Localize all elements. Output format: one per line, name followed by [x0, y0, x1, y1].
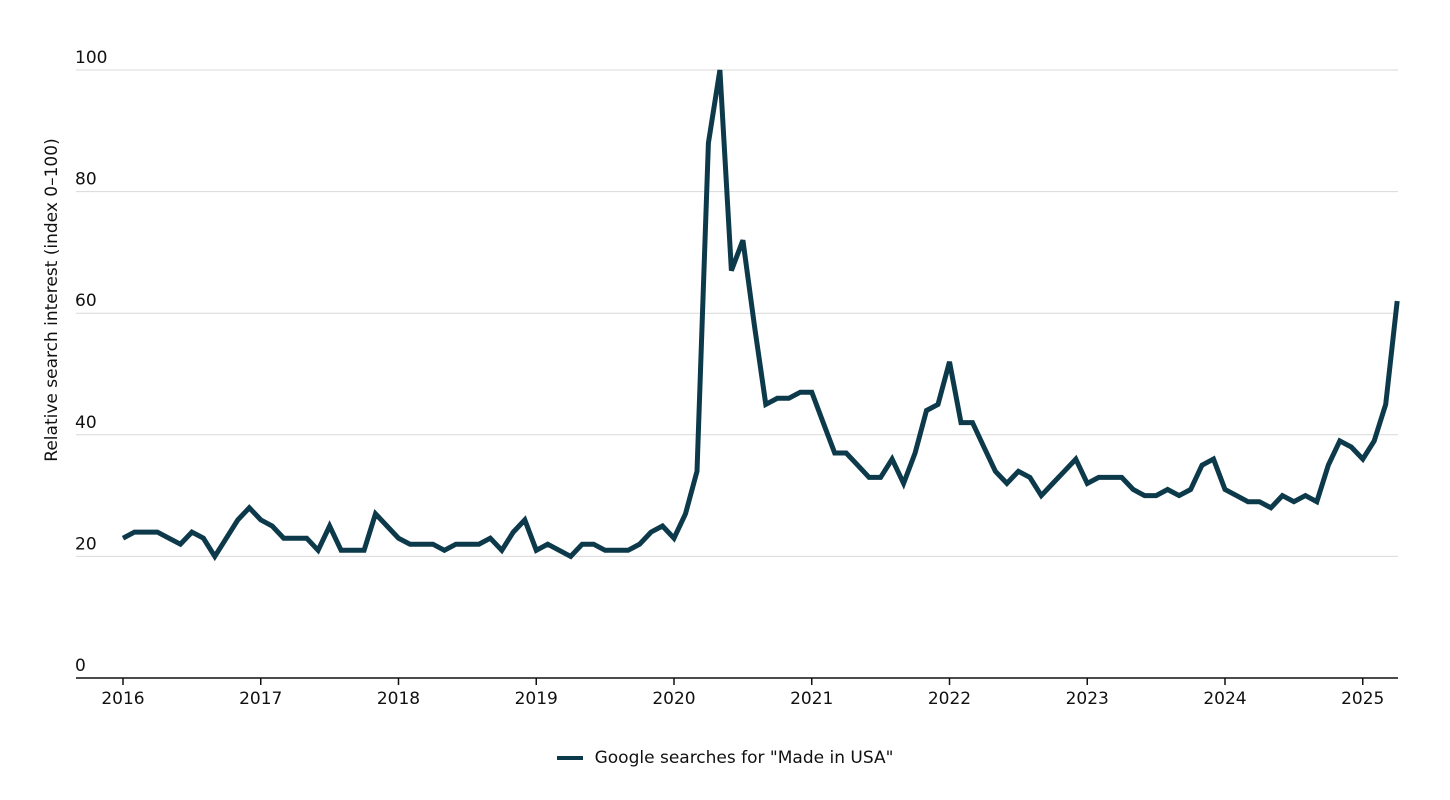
x-tick-label: 2023 — [1066, 689, 1109, 709]
series-lines — [121, 69, 1400, 562]
legend-swatch — [556, 756, 583, 760]
y-axis-label: Relative search interest (index 0–100) — [42, 138, 62, 461]
legend-label: Google searches for "Made in USA" — [594, 748, 894, 768]
y-tick-label: 60 — [75, 291, 97, 311]
y-axis-ticks: 0 20 40 60 80 100 — [75, 48, 107, 676]
legend: Google searches for "Made in USA" — [0, 748, 1450, 768]
line-chart: 0 20 40 60 80 100 2016 2017 2018 2019 2020 2021 202… — [42, 48, 1400, 709]
y-tick-label: 80 — [75, 170, 97, 190]
x-tick-label: 2025 — [1341, 689, 1384, 709]
y-tick-label: 0 — [75, 656, 86, 676]
x-tick-label: 2020 — [652, 689, 695, 709]
x-tick-label: 2022 — [928, 689, 971, 709]
x-tick-label: 2018 — [377, 689, 420, 709]
y-tick-label: 20 — [75, 534, 97, 554]
x-tick-label: 2019 — [515, 689, 558, 709]
gridlines — [76, 69, 1398, 557]
series-line-0 — [121, 69, 1400, 562]
x-tick-label: 2016 — [101, 689, 144, 709]
x-tick-label: 2017 — [239, 689, 282, 709]
x-tick-label: 2024 — [1203, 689, 1246, 709]
y-tick-label: 40 — [75, 413, 97, 433]
x-axis-ticks: 2016 2017 2018 2019 2020 2021 2022 2023 2024 2025 — [101, 678, 1384, 709]
y-tick-label: 100 — [75, 48, 107, 68]
x-tick-label: 2021 — [790, 689, 833, 709]
